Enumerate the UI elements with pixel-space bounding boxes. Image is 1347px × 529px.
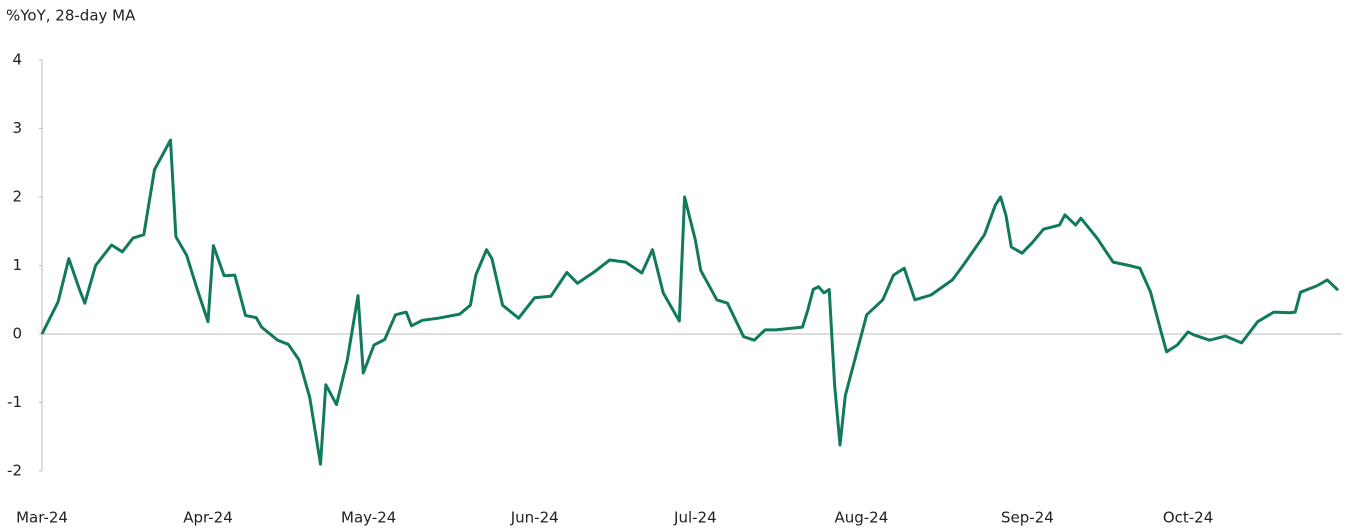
x-tick-label: Jul-24 — [673, 509, 717, 527]
x-tick-label: Jun-24 — [510, 509, 559, 527]
x-tick-label: Apr-24 — [183, 509, 233, 527]
y-axis-label: %YoY, 28-day MA — [6, 7, 136, 25]
x-tick-label: Oct-24 — [1163, 509, 1213, 527]
y-tick-label: 4 — [12, 51, 22, 69]
y-tick-label: -2 — [7, 462, 22, 480]
x-tick-label: Sep-24 — [1001, 509, 1054, 527]
line-series — [40, 138, 1340, 466]
x-tick-label: Mar-24 — [16, 509, 68, 527]
y-tick-label: -1 — [7, 393, 22, 411]
y-tick-label: 2 — [12, 188, 22, 206]
y-tick-label: 0 — [12, 325, 22, 343]
x-tick-label: May-24 — [341, 509, 396, 527]
x-tick-label: Aug-24 — [834, 509, 888, 527]
y-tick-label: 3 — [12, 119, 22, 137]
y-tick-label: 1 — [12, 256, 22, 274]
